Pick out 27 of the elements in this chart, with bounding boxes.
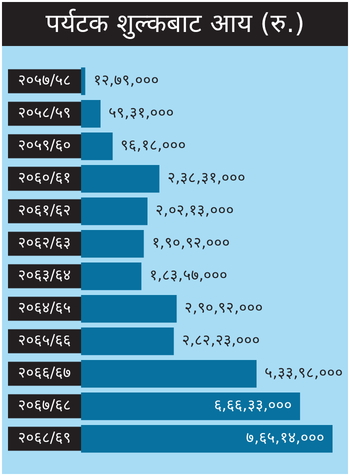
y-tick-label: २०६३/६४ bbox=[18, 266, 72, 284]
y-tick-label: २०६७/६८ bbox=[18, 396, 72, 414]
y-tick-label: २०६६/६७ bbox=[18, 364, 72, 382]
y-tick-label: २०६१/६२ bbox=[18, 201, 72, 220]
data-label: १२,७९,००० bbox=[93, 71, 159, 90]
data-label: २,८२,२३,००० bbox=[182, 331, 260, 350]
chart-title: पर्यटक शुल्कबाट आय (रु.) bbox=[2, 2, 348, 46]
bar bbox=[81, 100, 101, 128]
data-label: ५,३३,९८,००० bbox=[264, 364, 343, 382]
y-tick-label: २०६४/६५ bbox=[18, 298, 72, 317]
data-label: १,८३,५७,००० bbox=[149, 266, 228, 284]
y-tick-label: २०५७/५८ bbox=[18, 71, 72, 90]
data-label: ६,६६,३३,००० bbox=[214, 396, 292, 414]
data-label: ९६,१८,००० bbox=[120, 136, 186, 154]
y-tick-label: २०६८/६९ bbox=[18, 428, 72, 447]
data-label: १,९०,९२,००० bbox=[152, 234, 230, 252]
bar bbox=[81, 67, 86, 96]
y-tick-label: २०६५/६६ bbox=[18, 331, 72, 350]
data-label: २,३८,३१,००० bbox=[167, 168, 246, 187]
y-tick-label: २०६०/६१ bbox=[18, 168, 72, 187]
data-label: २,९०,९२,००० bbox=[184, 298, 263, 317]
y-tick-label: २०५९/६० bbox=[18, 136, 72, 154]
y-tick-label: २०५८/५९ bbox=[18, 104, 72, 122]
data-label: ५९,३१,००० bbox=[108, 104, 174, 122]
data-label: २,०२,१३,००० bbox=[155, 201, 234, 220]
data-label: ७,६५,१४,००० bbox=[246, 428, 325, 447]
y-tick-label: २०६२/६३ bbox=[18, 234, 72, 252]
